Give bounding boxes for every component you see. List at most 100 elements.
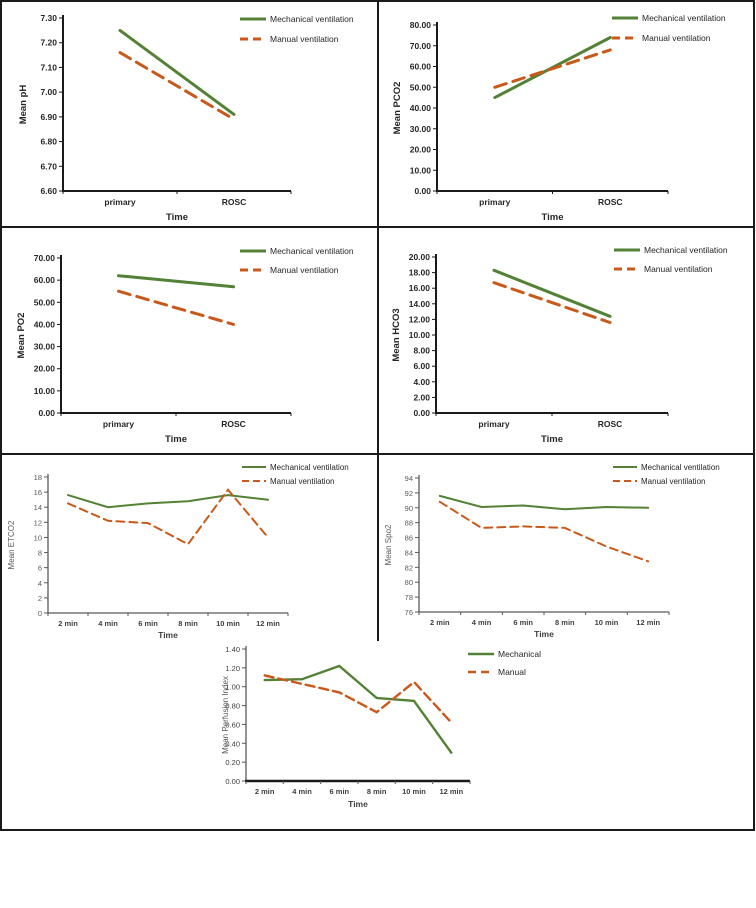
y-tick-label: 12 <box>34 518 42 527</box>
y-tick-label: 20.00 <box>410 145 432 155</box>
y-tick-label: 16.00 <box>409 283 431 293</box>
y-tick-label: 1.00 <box>225 683 240 692</box>
series-line-manual <box>117 289 235 326</box>
y-tick-label: 30.00 <box>34 342 56 352</box>
x-category-label: 12 min <box>256 619 280 628</box>
y-tick-label: 92 <box>405 489 413 498</box>
column-divider <box>377 0 379 641</box>
x-category-label: 6 min <box>513 618 533 627</box>
y-tick-label: 0.20 <box>225 758 240 767</box>
y-tick-label: 10.00 <box>409 330 431 340</box>
series-line-mechanical <box>263 664 453 754</box>
x-category-label: 6 min <box>138 619 158 628</box>
chart-mean-etco2: 0 2 4 6 8 10 12 14 16 18 2 min 4 min 6 min 8 min 10 mi… <box>7 463 349 640</box>
y-tick-label: 0.00 <box>414 186 431 196</box>
x-category-label: primary <box>478 419 509 429</box>
legend-label: Manual ventilation <box>641 477 705 486</box>
y-tick-label: 40.00 <box>410 103 432 113</box>
x-category-label: 10 min <box>595 618 619 627</box>
legend-label: Manual <box>498 667 526 677</box>
y-axis-title: Mean HCO3 <box>391 308 402 361</box>
legend-label: Mechanical <box>498 649 541 659</box>
y-tick-label: 0.00 <box>38 408 55 418</box>
y-tick-label: 50.00 <box>410 82 432 92</box>
x-category-label: 12 min <box>439 787 463 796</box>
legend-label: Mechanical ventilation <box>270 14 354 24</box>
y-tick-label: 90 <box>405 504 413 513</box>
y-tick-label: 1.40 <box>225 645 240 654</box>
x-category-label: ROSC <box>598 419 623 429</box>
x-category-label: 12 min <box>636 618 660 627</box>
x-category-label: primary <box>104 197 135 207</box>
legend-label: Manual ventilation <box>270 265 339 275</box>
y-tick-label: 20.00 <box>409 252 431 262</box>
legend-label: Mechanical ventilation <box>642 13 726 23</box>
y-tick-label: 12.00 <box>409 314 431 324</box>
y-tick-label: 80 <box>405 578 413 587</box>
chart-mean-po2: 0.00 10.00 20.00 30.00 40.00 50.00 60.00 70.00 p… <box>16 246 354 445</box>
y-tick-label: 7.10 <box>40 62 57 72</box>
y-tick-label: 60.00 <box>34 275 56 285</box>
y-tick-label: 4.00 <box>413 377 430 387</box>
y-tick-label: 6.00 <box>413 361 430 371</box>
series-line-mechanical <box>117 274 235 289</box>
legend-label: Manual ventilation <box>270 477 334 486</box>
y-tick-label: 10.00 <box>410 165 432 175</box>
y-tick-label: 84 <box>405 548 413 557</box>
x-category-label: primary <box>479 197 510 207</box>
y-tick-label: 2.00 <box>413 392 430 402</box>
y-tick-label: 6 <box>38 564 42 573</box>
x-category-label: 10 min <box>402 787 426 796</box>
y-tick-label: 60.00 <box>410 62 432 72</box>
x-category-label: ROSC <box>221 419 246 429</box>
x-category-label: ROSC <box>598 197 623 207</box>
y-tick-label: 18 <box>34 473 42 482</box>
x-category-label: 8 min <box>555 618 575 627</box>
legend-label: Manual ventilation <box>642 33 711 43</box>
x-axis-title: Time <box>541 434 563 445</box>
y-tick-label: 82 <box>405 563 413 572</box>
x-category-label: 2 min <box>58 619 78 628</box>
series-line-mechanical <box>67 494 269 509</box>
legend-label: Mechanical ventilation <box>641 463 720 472</box>
x-category-label: 8 min <box>367 787 387 796</box>
y-tick-label: 86 <box>405 534 413 543</box>
x-category-label: 2 min <box>255 787 275 796</box>
legend-label: Manual ventilation <box>644 264 713 274</box>
chart-mean-hco3: 0.00 2.00 4.00 6.00 8.00 10.00 12.00 14.00 16.00… <box>391 245 728 445</box>
x-category-label: 2 min <box>430 618 450 627</box>
y-tick-label: 6.80 <box>40 137 57 147</box>
x-axis-title: Time <box>158 630 178 640</box>
y-tick-label: 1.20 <box>225 664 240 673</box>
chart-mean-perfusion-index: 0.00 0.20 0.40 0.60 0.80 1.00 1.20 1.40 2 min 4 m… <box>221 645 541 809</box>
legend-label: Mechanical ventilation <box>644 245 728 255</box>
x-category-label: ROSC <box>222 197 247 207</box>
y-tick-label: 0 <box>38 609 42 618</box>
x-category-label: 10 min <box>216 619 240 628</box>
x-category-label: 4 min <box>98 619 118 628</box>
x-axis-title: Time <box>166 212 188 223</box>
series-line-manual <box>492 281 612 324</box>
x-category-label: 4 min <box>292 787 312 796</box>
x-axis-title: Time <box>534 629 554 639</box>
y-axis-title: Mean Perfusion Index <box>221 676 230 754</box>
y-tick-label: 18.00 <box>409 268 431 278</box>
series-line-manual <box>118 51 236 121</box>
x-category-label: 8 min <box>178 619 198 628</box>
y-tick-label: 0.40 <box>225 739 240 748</box>
y-tick-label: 0.00 <box>225 777 240 786</box>
y-tick-label: 6.70 <box>40 161 57 171</box>
y-tick-label: 10 <box>34 533 42 542</box>
y-tick-label: 70.00 <box>34 253 56 263</box>
legend-label: Mechanical ventilation <box>270 246 354 256</box>
chart-mean-ph: 6.60 6.70 6.80 6.90 7.00 7.10 7.20 7.30 primary R… <box>18 13 354 223</box>
y-tick-label: 7.30 <box>40 13 57 23</box>
x-category-label: primary <box>103 419 134 429</box>
chart-mean-pco2: 0.00 10.00 20.00 30.00 40.00 50.00 60.00 70.00 8… <box>392 13 726 223</box>
series-line-mechanical <box>438 494 650 511</box>
y-tick-label: 0.60 <box>225 720 240 729</box>
y-tick-label: 20.00 <box>34 364 56 374</box>
x-category-label: 4 min <box>472 618 492 627</box>
series-line-mechanical <box>492 268 612 318</box>
